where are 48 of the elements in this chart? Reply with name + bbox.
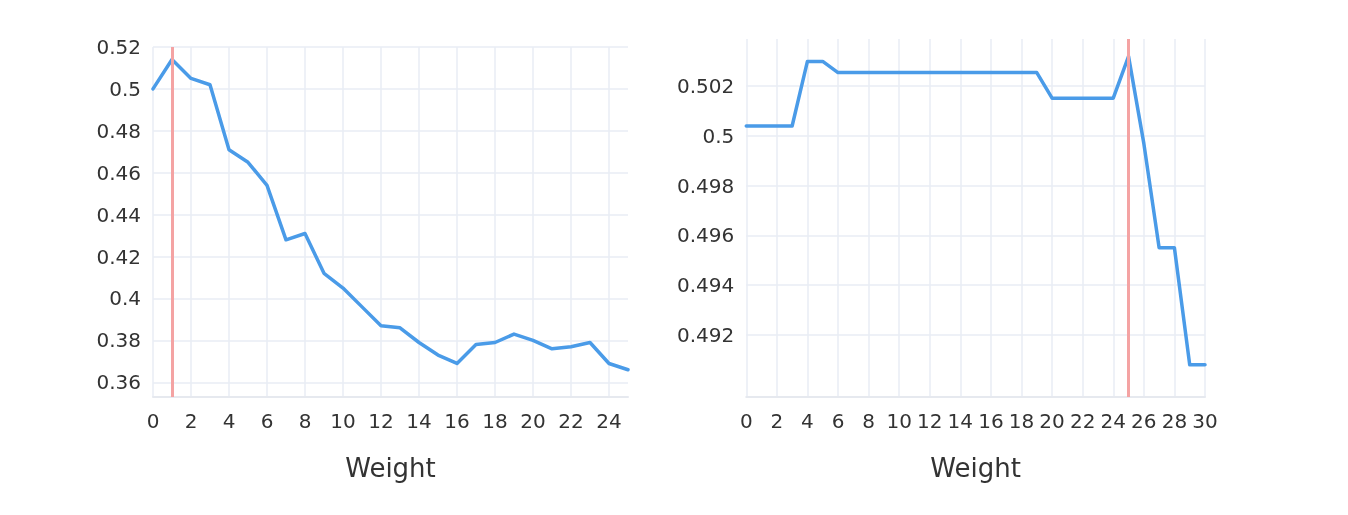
y-tick-label: 0.52 [96,35,141,59]
y-tick-label: 0.46 [96,160,141,185]
y-tick-label: 0.48 [96,118,141,143]
x-tick-label: 0 [146,409,160,433]
x-tick-label: 14 [406,409,432,433]
x-tick-label: 12 [917,409,943,433]
y-tick-label: 0.502 [676,74,735,99]
x-tick-label: 4 [801,409,814,433]
x-tick-label: 18 [1008,409,1035,433]
x-tick-label: 20 [520,409,546,433]
x-tick-label: 8 [862,409,875,433]
y-tick-label: 0.4 [109,286,141,311]
y-tick-label: 0.38 [96,328,141,353]
x-tick-label: 12 [368,409,394,433]
x-tick-label: 10 [330,409,356,433]
x-tick-label: 30 [1192,409,1218,433]
x-tick-label: 18 [482,409,508,433]
x-tick-label: 2 [184,409,198,433]
x-tick-label: 16 [978,409,1004,433]
x-tick-label: 28 [1161,409,1188,433]
x-tick-label: 24 [596,409,622,433]
y-tick-label: 0.44 [96,202,141,227]
x-tick-label: 24 [1100,409,1126,433]
x-tick-label: 6 [260,409,274,433]
x-tick-label: 10 [886,409,912,433]
y-tick-label: 0.36 [96,370,141,395]
line-series [744,54,1207,367]
x-tick-label: 26 [1131,409,1157,433]
y-tick-label: 0.498 [676,173,735,198]
x-tick-label: 14 [947,409,974,433]
x-tick-label: 22 [558,409,584,433]
y-tick-label: 0.496 [676,223,735,248]
x-axis-title: Weight [345,453,436,483]
y-tick-label: 0.5 [702,123,735,148]
x-axis-title: Weight [930,453,1021,483]
x-tick-label: 4 [222,409,236,433]
y-tick-label: 0.42 [96,244,141,269]
x-tick-label: 2 [770,409,784,433]
y-tick-label: 0.5 [109,76,141,101]
x-tick-label: 0 [739,409,753,433]
y-tick-label: 0.492 [676,322,735,347]
x-tick-label: 20 [1039,409,1065,433]
y-tick-label: 0.494 [676,273,735,298]
x-tick-label: 16 [444,409,470,433]
x-tick-label: 6 [831,409,845,433]
x-tick-label: 22 [1069,409,1096,433]
line-series [151,57,630,372]
x-tick-label: 8 [298,409,312,433]
